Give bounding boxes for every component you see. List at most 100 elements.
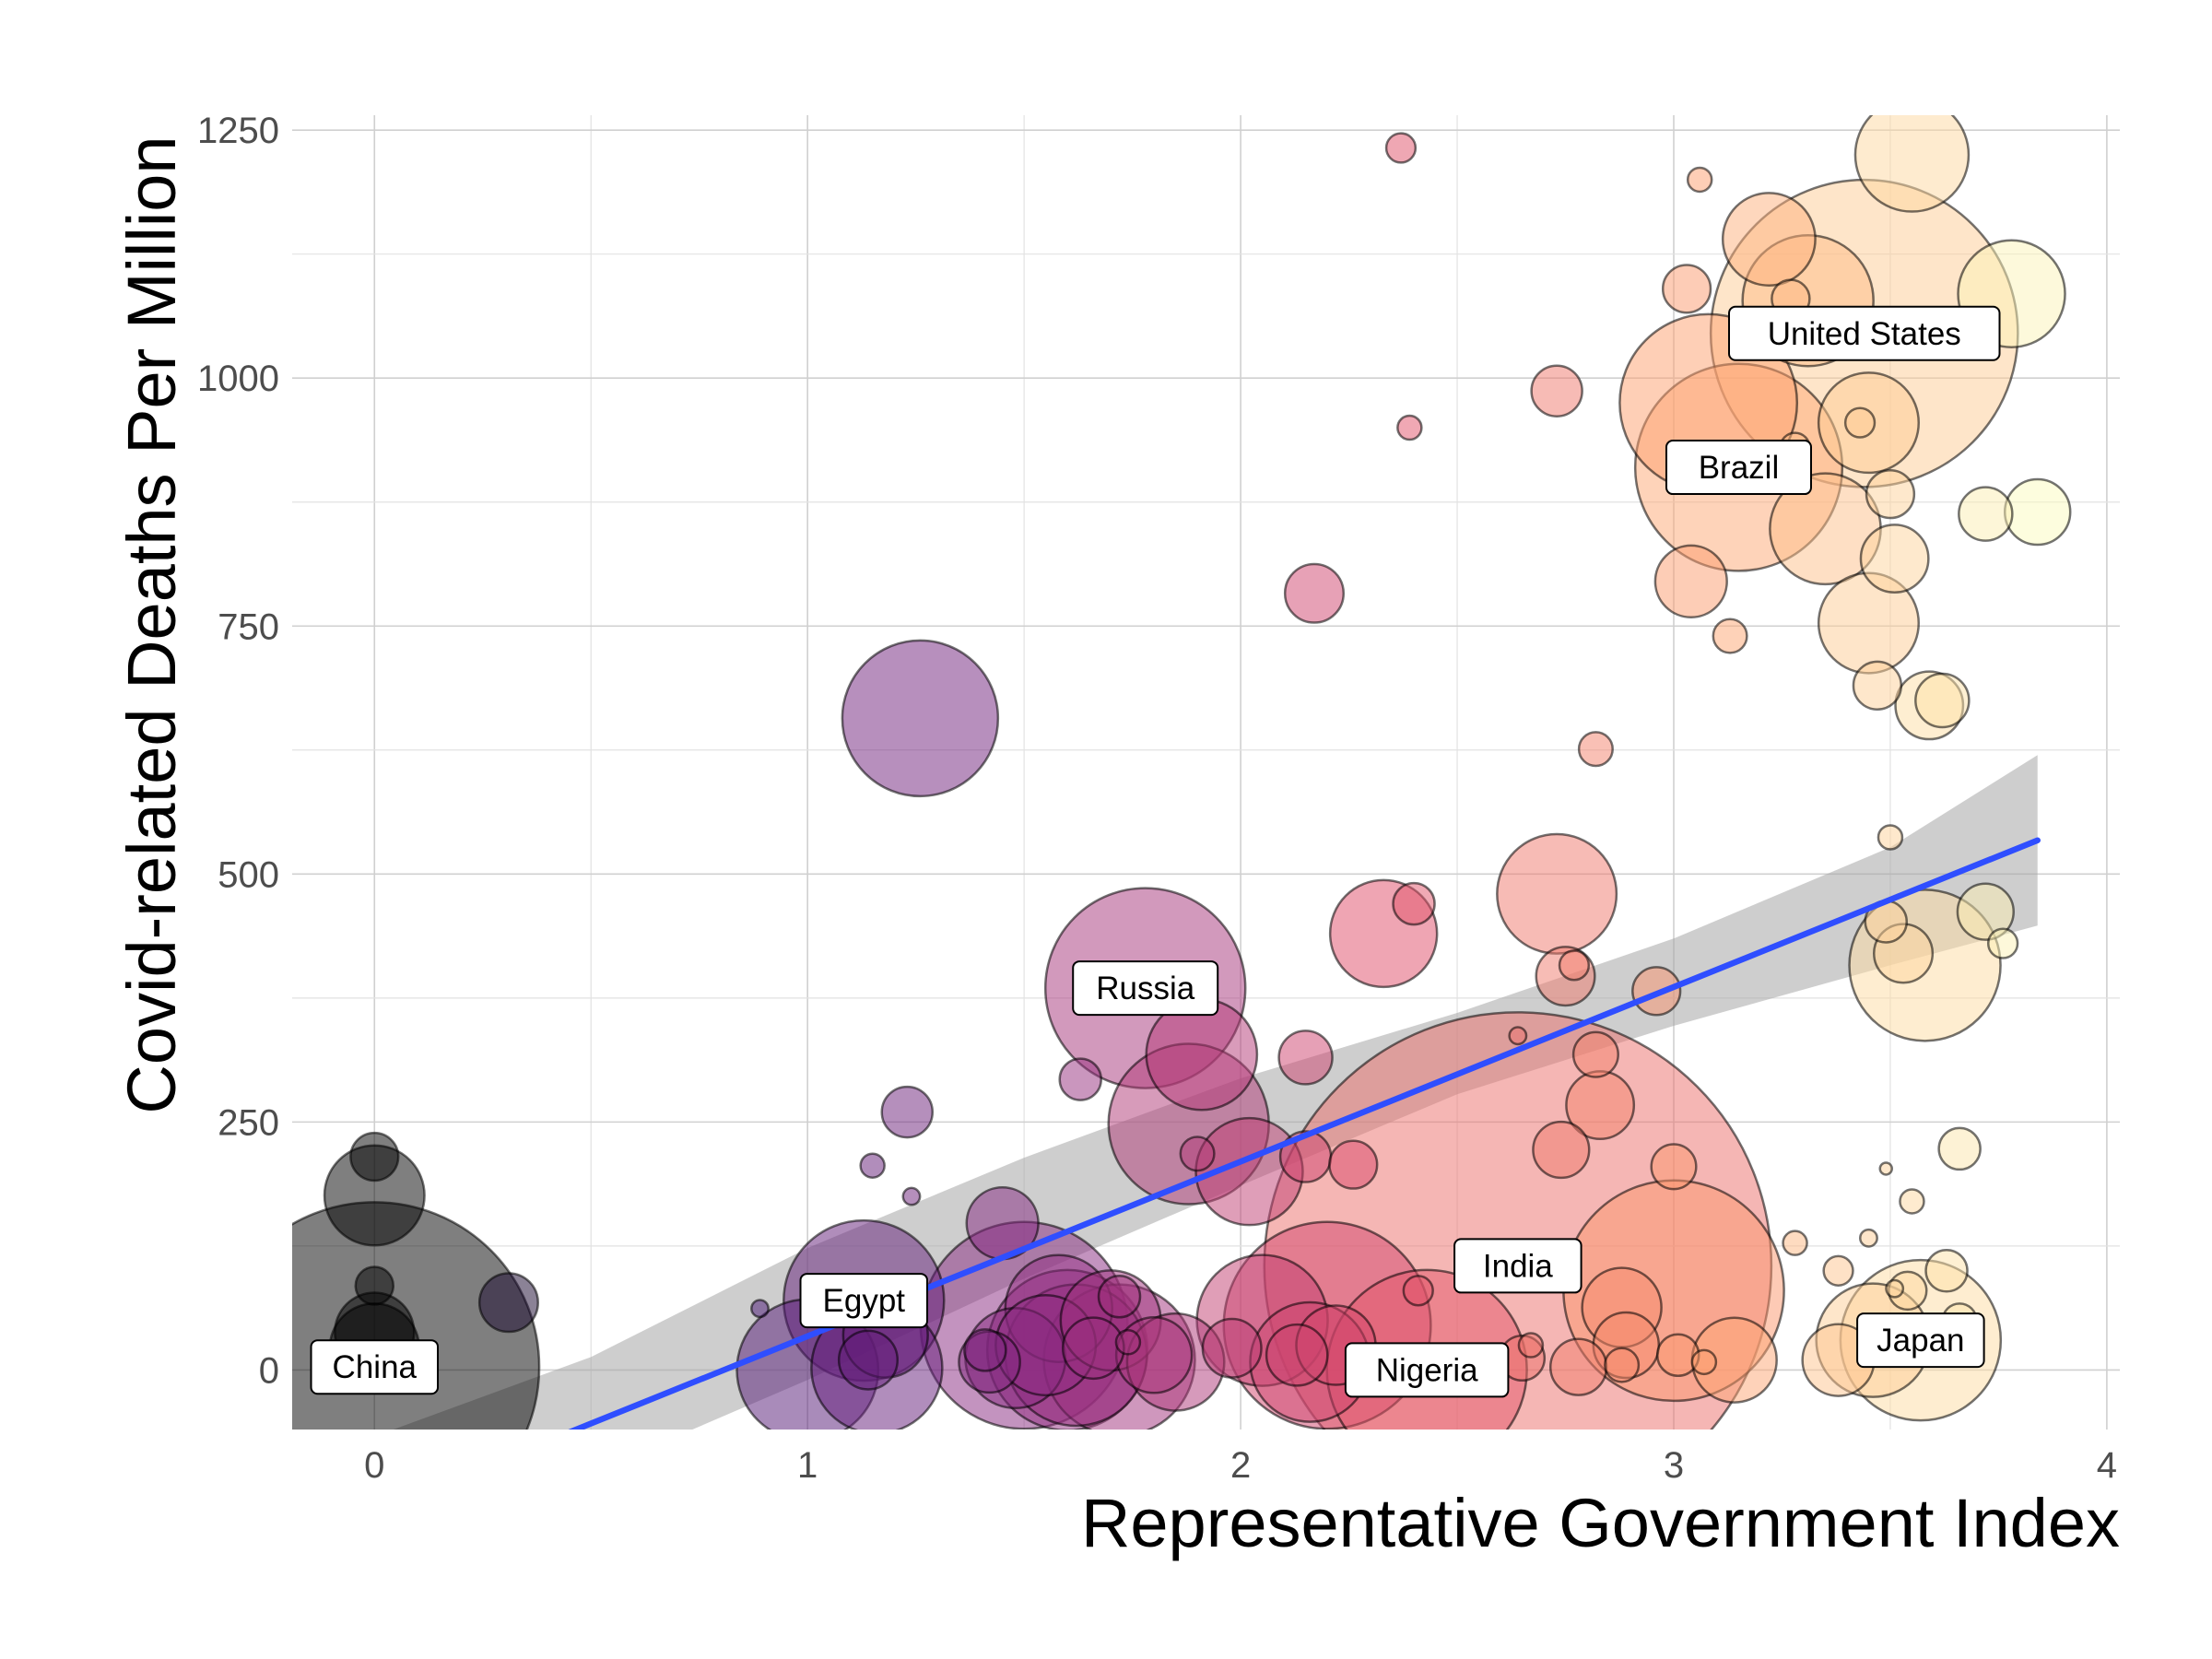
label-box xyxy=(1453,1238,1583,1294)
label-text: China xyxy=(333,1349,418,1385)
tick-labels: 0 1 2 3 4 0 250 500 750 1000 1250 xyxy=(197,111,2117,1486)
y-tick-label: 500 xyxy=(218,854,279,895)
y-tick-label: 0 xyxy=(259,1350,279,1391)
y-tick-label: 750 xyxy=(218,606,279,647)
bubble xyxy=(1604,1347,1641,1383)
x-tick-label: 2 xyxy=(1230,1445,1251,1486)
label-text: Nigeria xyxy=(1376,1352,1478,1388)
bubble xyxy=(1278,1130,1333,1183)
bubble xyxy=(1686,166,1713,194)
trend-layer xyxy=(568,837,2041,1430)
bubble xyxy=(1859,524,1930,594)
x-tick-label: 1 xyxy=(797,1445,818,1486)
bubble xyxy=(1655,1333,1700,1378)
label-text: Japan xyxy=(1877,1323,1964,1359)
label-brazil: Brazil xyxy=(1665,440,1812,496)
label-box xyxy=(310,1339,440,1395)
bubble xyxy=(1530,364,1583,418)
x-tick-label: 3 xyxy=(1664,1445,1684,1486)
bubble xyxy=(477,1272,540,1334)
bubble xyxy=(1712,618,1748,654)
bubble xyxy=(837,1329,900,1391)
label-box xyxy=(1344,1342,1510,1398)
label-box xyxy=(1856,1312,1985,1369)
label-nigeria: Nigeria xyxy=(1344,1342,1510,1398)
bubble xyxy=(1265,1323,1329,1387)
bubble xyxy=(1392,881,1436,926)
bubble xyxy=(1577,731,1614,768)
label-russia: Russia xyxy=(1072,960,1219,1017)
label-box xyxy=(1728,305,2001,361)
bubble xyxy=(1058,1057,1102,1101)
bubble xyxy=(1958,486,2014,542)
bubble xyxy=(1661,264,1712,314)
bubble xyxy=(1956,882,2015,941)
label-text: Brazil xyxy=(1699,450,1780,486)
label-text: United States xyxy=(1768,316,1961,352)
bubble xyxy=(1986,927,2019,959)
country-labels-layer: China Egypt Russia Nigeria India Brazil United… xyxy=(310,305,2001,1398)
label-text: India xyxy=(1483,1248,1553,1284)
bubble xyxy=(859,1152,886,1179)
label-box xyxy=(1665,440,1812,496)
bubble xyxy=(1899,1188,1925,1215)
y-tick-label: 250 xyxy=(218,1102,279,1143)
label-united-states: United States xyxy=(1728,305,2001,361)
bubble xyxy=(1878,1161,1894,1176)
bubble xyxy=(1650,1143,1698,1191)
y-tick-label: 1000 xyxy=(197,359,279,399)
trend-line xyxy=(568,837,2041,1430)
x-axis-title: Representative Government Index xyxy=(1081,1485,2120,1561)
bubble xyxy=(1914,672,1971,729)
label-text: Russia xyxy=(1096,971,1195,1006)
label-egypt: Egypt xyxy=(799,1273,929,1329)
bubble xyxy=(1558,949,1591,982)
label-text: Egypt xyxy=(823,1283,906,1319)
bubble xyxy=(1885,1278,1905,1299)
bubble xyxy=(841,639,1000,798)
bubble xyxy=(1690,1348,1718,1376)
bubble xyxy=(1179,1135,1216,1172)
bubble xyxy=(1548,1337,1608,1396)
bubble xyxy=(1571,1030,1619,1078)
bubble xyxy=(1653,544,1728,618)
bubble xyxy=(1877,824,1904,851)
bubble xyxy=(1496,832,1618,955)
label-china: China xyxy=(310,1339,440,1395)
bubble xyxy=(354,1265,395,1306)
bubble xyxy=(1937,1126,1982,1171)
bubble xyxy=(1865,468,1916,520)
bubble xyxy=(1859,1228,1878,1248)
bubble xyxy=(1328,1139,1379,1190)
bubble xyxy=(1277,1030,1334,1086)
bubble xyxy=(1201,1317,1263,1379)
bubble xyxy=(1097,1275,1142,1319)
bubble xyxy=(1114,1329,1142,1356)
bubble xyxy=(1822,1254,1854,1287)
y-axis-title: Covid-related Deaths Per Million xyxy=(113,135,190,1113)
bubble xyxy=(1843,406,1877,439)
bubble xyxy=(1061,1316,1125,1381)
bubble xyxy=(1402,1275,1434,1307)
bubble xyxy=(1782,1230,1808,1256)
bubble xyxy=(1532,1120,1591,1180)
label-box xyxy=(1072,960,1219,1017)
bubble xyxy=(2003,477,2072,547)
bubble xyxy=(1145,997,1259,1112)
bubble xyxy=(1396,414,1423,441)
label-india: India xyxy=(1453,1238,1583,1294)
bubble xyxy=(880,1085,935,1139)
bubble xyxy=(349,1131,400,1182)
bubble xyxy=(901,1186,922,1206)
y-tick-label: 1250 xyxy=(197,111,279,151)
label-box xyxy=(799,1273,929,1329)
x-tick-label: 0 xyxy=(364,1445,384,1486)
bubble xyxy=(1517,1332,1545,1359)
x-tick-label: 4 xyxy=(2097,1445,2117,1486)
bubble xyxy=(1384,132,1418,164)
bubble xyxy=(1853,115,1971,213)
bubble xyxy=(1721,192,1817,287)
bubble xyxy=(1852,660,1903,711)
bubble xyxy=(750,1299,770,1319)
bubble xyxy=(1924,1249,1969,1293)
